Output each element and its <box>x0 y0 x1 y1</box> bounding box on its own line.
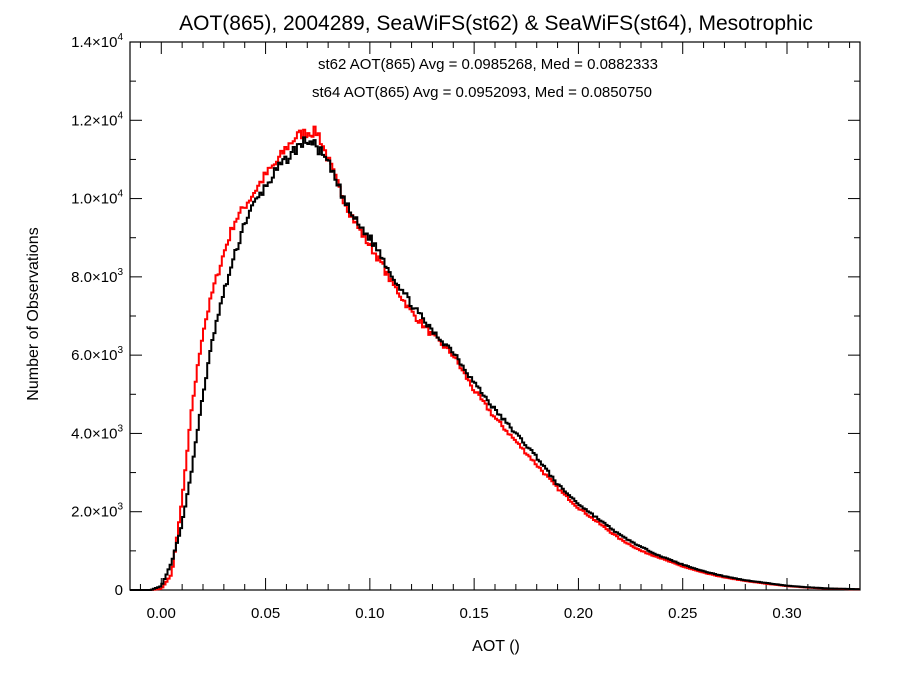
series-st62-line <box>130 136 860 591</box>
x-tick-label: 0.05 <box>251 605 280 622</box>
y-tick-label: 1.4×104 <box>71 32 123 51</box>
y-tick-label: 4.0×103 <box>71 423 123 442</box>
y-tick-label: 8.0×103 <box>71 267 123 286</box>
y-axis-ticks: 02.0×1034.0×1036.0×1038.0×1031.0×1041.2×… <box>71 32 860 599</box>
y-tick-exponent: 4 <box>117 189 123 200</box>
series-st64-line <box>130 125 860 591</box>
series-layer <box>130 125 860 591</box>
y-tick-label: 0 <box>115 582 123 599</box>
y-tick-mantissa: 6.0×10 <box>71 347 117 364</box>
x-tick-label: 0.20 <box>564 605 593 622</box>
y-tick-exponent: 3 <box>117 345 123 356</box>
y-axis-label: Number of Observations <box>25 227 42 400</box>
annotation-st62: st62 AOT(865) Avg = 0.0985268, Med = 0.0… <box>318 56 658 73</box>
y-tick-mantissa: 4.0×10 <box>71 425 117 442</box>
y-tick-exponent: 3 <box>117 502 123 513</box>
y-tick-label: 2.0×103 <box>71 502 123 521</box>
x-tick-label: 0.10 <box>355 605 384 622</box>
y-tick-mantissa: 1.0×10 <box>71 191 117 208</box>
y-tick-exponent: 4 <box>117 110 123 121</box>
x-tick-label: 0.25 <box>668 605 697 622</box>
plot-frame <box>129 41 861 591</box>
y-tick-label: 6.0×103 <box>71 345 123 364</box>
chart-title: AOT(865), 2004289, SeaWiFS(st62) & SeaWi… <box>179 12 813 35</box>
y-tick-exponent: 3 <box>117 267 123 278</box>
y-tick-exponent: 3 <box>117 423 123 434</box>
y-tick-mantissa: 1.4×10 <box>71 34 117 51</box>
y-tick-mantissa: 8.0×10 <box>71 269 117 286</box>
x-axis-ticks: 0.00 0.05 0.10 0.15 0.20 0.25 0.30 <box>139 42 851 622</box>
annotation-st64: st64 AOT(865) Avg = 0.0952093, Med = 0.0… <box>312 84 652 101</box>
y-tick-mantissa: 1.2×10 <box>71 112 117 129</box>
x-tick-label: 0.15 <box>460 605 489 622</box>
x-axis-label: AOT () <box>472 638 520 655</box>
x-tick-label: 0.30 <box>772 605 801 622</box>
y-tick-exponent: 4 <box>117 32 123 43</box>
plot-border <box>129 41 861 591</box>
y-tick-label: 1.2×104 <box>71 110 123 129</box>
y-tick-mantissa: 2.0×10 <box>71 504 117 521</box>
x-tick-label: 0.00 <box>147 605 176 622</box>
y-tick-label: 1.0×104 <box>71 189 123 208</box>
